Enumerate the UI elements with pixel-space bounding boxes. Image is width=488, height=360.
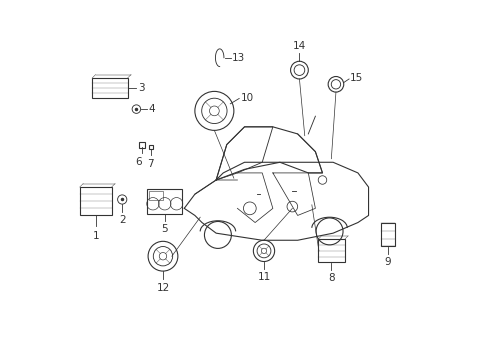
Text: 2: 2 — [119, 215, 125, 225]
Bar — [80, 187, 111, 215]
Text: 3: 3 — [138, 83, 144, 93]
Text: 14: 14 — [292, 41, 305, 51]
Bar — [148, 192, 163, 200]
Text: 4: 4 — [148, 104, 155, 114]
Text: 12: 12 — [156, 283, 169, 293]
Bar — [147, 189, 182, 214]
Text: 11: 11 — [257, 272, 270, 282]
Text: 15: 15 — [349, 73, 363, 83]
Text: 5: 5 — [161, 224, 168, 234]
Bar — [381, 224, 394, 247]
Text: 9: 9 — [384, 257, 390, 267]
Text: 1: 1 — [92, 231, 99, 242]
Text: 7: 7 — [147, 159, 154, 169]
Bar — [317, 239, 344, 262]
Bar — [92, 78, 127, 98]
Text: 8: 8 — [327, 273, 334, 283]
Text: 10: 10 — [241, 93, 254, 103]
Text: 13: 13 — [232, 53, 245, 63]
Text: 6: 6 — [135, 157, 141, 167]
